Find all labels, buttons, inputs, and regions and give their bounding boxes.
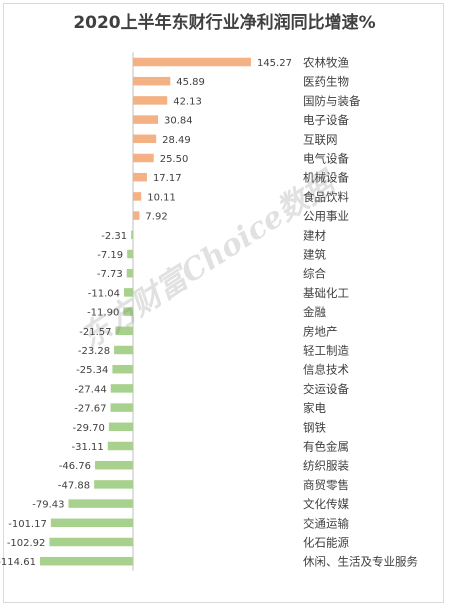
bar (95, 460, 133, 470)
value-label: -46.76 (59, 461, 91, 472)
chart-title: 2020上半年东财行业净利润同比增速% (73, 13, 376, 33)
bar (133, 57, 251, 67)
bar (133, 192, 142, 201)
bar (107, 441, 133, 451)
bar (110, 384, 133, 393)
value-label: -7.19 (97, 250, 123, 261)
bar (133, 134, 157, 144)
value-label: 45.89 (176, 77, 205, 88)
bar (131, 230, 133, 240)
bar (126, 268, 133, 278)
category-label: 医药生物 (303, 75, 349, 89)
category-label: 综合 (303, 267, 326, 281)
value-label: -79.43 (32, 500, 64, 511)
bar (133, 211, 140, 220)
category-label: 食品饮料 (303, 190, 349, 204)
category-label: 国防与装备 (303, 94, 361, 108)
value-label: 28.49 (162, 135, 191, 146)
value-label: 7.92 (145, 212, 167, 223)
bar (39, 556, 134, 566)
value-label: 30.84 (164, 116, 193, 127)
category-label: 房地产 (303, 324, 338, 338)
bar (68, 499, 133, 508)
bar (115, 326, 133, 336)
bar (133, 96, 168, 105)
category-label: 机械设备 (303, 171, 349, 185)
value-label: -102.92 (7, 538, 46, 549)
bar (112, 364, 133, 374)
bar (133, 172, 147, 182)
value-label: 25.50 (160, 154, 189, 165)
chart-frame (3, 3, 444, 603)
category-label: 家电 (303, 401, 326, 415)
value-label: 42.13 (173, 96, 202, 107)
category-label: 有色金属 (303, 440, 349, 454)
category-label: 钢铁 (303, 420, 326, 434)
category-label: 电气设备 (303, 152, 349, 166)
category-label: 化石能源 (303, 536, 349, 550)
category-label: 轻工制造 (303, 344, 349, 358)
value-label: -47.88 (58, 480, 90, 491)
bar (124, 288, 133, 297)
category-label: 商贸零售 (303, 478, 349, 492)
bar (50, 518, 133, 528)
category-label: 互联网 (303, 132, 338, 146)
bar (94, 480, 133, 489)
bar (127, 249, 133, 259)
bar (114, 345, 133, 355)
value-label: 145.27 (257, 58, 292, 69)
value-label: -11.04 (88, 288, 120, 299)
value-label: -27.44 (74, 384, 106, 395)
category-label: 公用事业 (303, 209, 349, 223)
category-label: 信息技术 (303, 363, 349, 377)
category-label: 纺织服装 (303, 459, 349, 473)
category-label: 金融 (303, 305, 326, 319)
bar (49, 537, 134, 547)
value-label: -31.11 (71, 442, 103, 453)
bar (133, 115, 159, 124)
category-label: 基础化工 (303, 286, 349, 300)
category-label: 建材 (303, 228, 326, 242)
category-label: 休闲、生活及专业服务 (303, 555, 418, 569)
category-label: 交通运输 (303, 516, 349, 530)
bar (110, 403, 133, 412)
category-label: 文化传媒 (303, 497, 349, 511)
value-label: -23.28 (78, 346, 110, 357)
value-label: -7.73 (97, 269, 123, 280)
value-label: 10.11 (147, 192, 176, 203)
value-label: -29.70 (73, 423, 105, 434)
bar (133, 153, 154, 163)
value-label: -114.61 (0, 557, 36, 568)
value-label: -27.67 (74, 404, 106, 415)
value-label: -21.57 (79, 327, 111, 338)
category-label: 交运设备 (303, 382, 349, 396)
category-label: 建筑 (303, 248, 326, 262)
value-label: -101.17 (8, 519, 47, 530)
category-label: 农林牧渔 (303, 56, 349, 70)
bar (108, 422, 133, 432)
value-label: -11.90 (87, 308, 119, 319)
value-label: 17.17 (153, 173, 182, 184)
value-label: -25.34 (76, 365, 108, 376)
category-label: 电子设备 (303, 113, 349, 127)
value-label: -2.31 (101, 231, 127, 242)
bar (123, 307, 133, 316)
bar (133, 76, 171, 86)
